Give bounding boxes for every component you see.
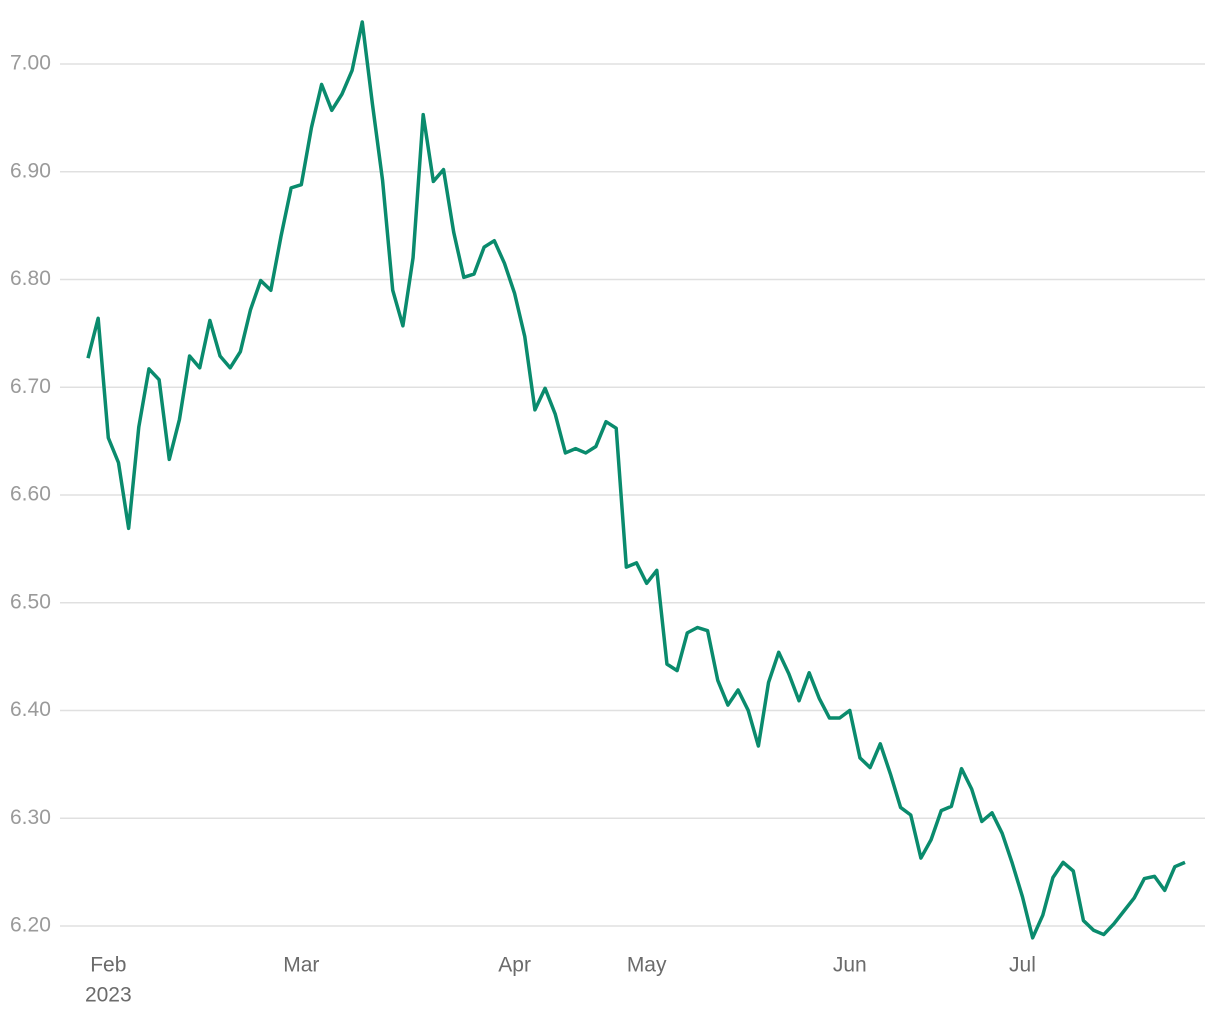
y-tick-label: 6.80 bbox=[10, 267, 51, 290]
y-tick-label: 6.70 bbox=[10, 375, 51, 398]
x-tick-label: May bbox=[627, 954, 667, 977]
y-tick-label: 6.30 bbox=[10, 806, 51, 829]
y-tick-label: 6.50 bbox=[10, 590, 51, 613]
x-year-label: 2023 bbox=[85, 984, 132, 1007]
y-tick-label: 6.60 bbox=[10, 483, 51, 506]
x-tick-label: Mar bbox=[283, 954, 319, 977]
y-tick-label: 7.00 bbox=[10, 52, 51, 75]
line bbox=[86, 20, 1186, 940]
x-tick-label: Jun bbox=[833, 954, 867, 977]
y-tick-label: 6.90 bbox=[10, 159, 51, 182]
y-tick-label: 6.20 bbox=[10, 913, 51, 936]
y-tick-label: 6.40 bbox=[10, 698, 51, 721]
x-tick-label: Apr bbox=[498, 954, 531, 977]
x-tick-label: Jul bbox=[1009, 954, 1036, 977]
x-tick-label: Feb bbox=[90, 954, 126, 977]
